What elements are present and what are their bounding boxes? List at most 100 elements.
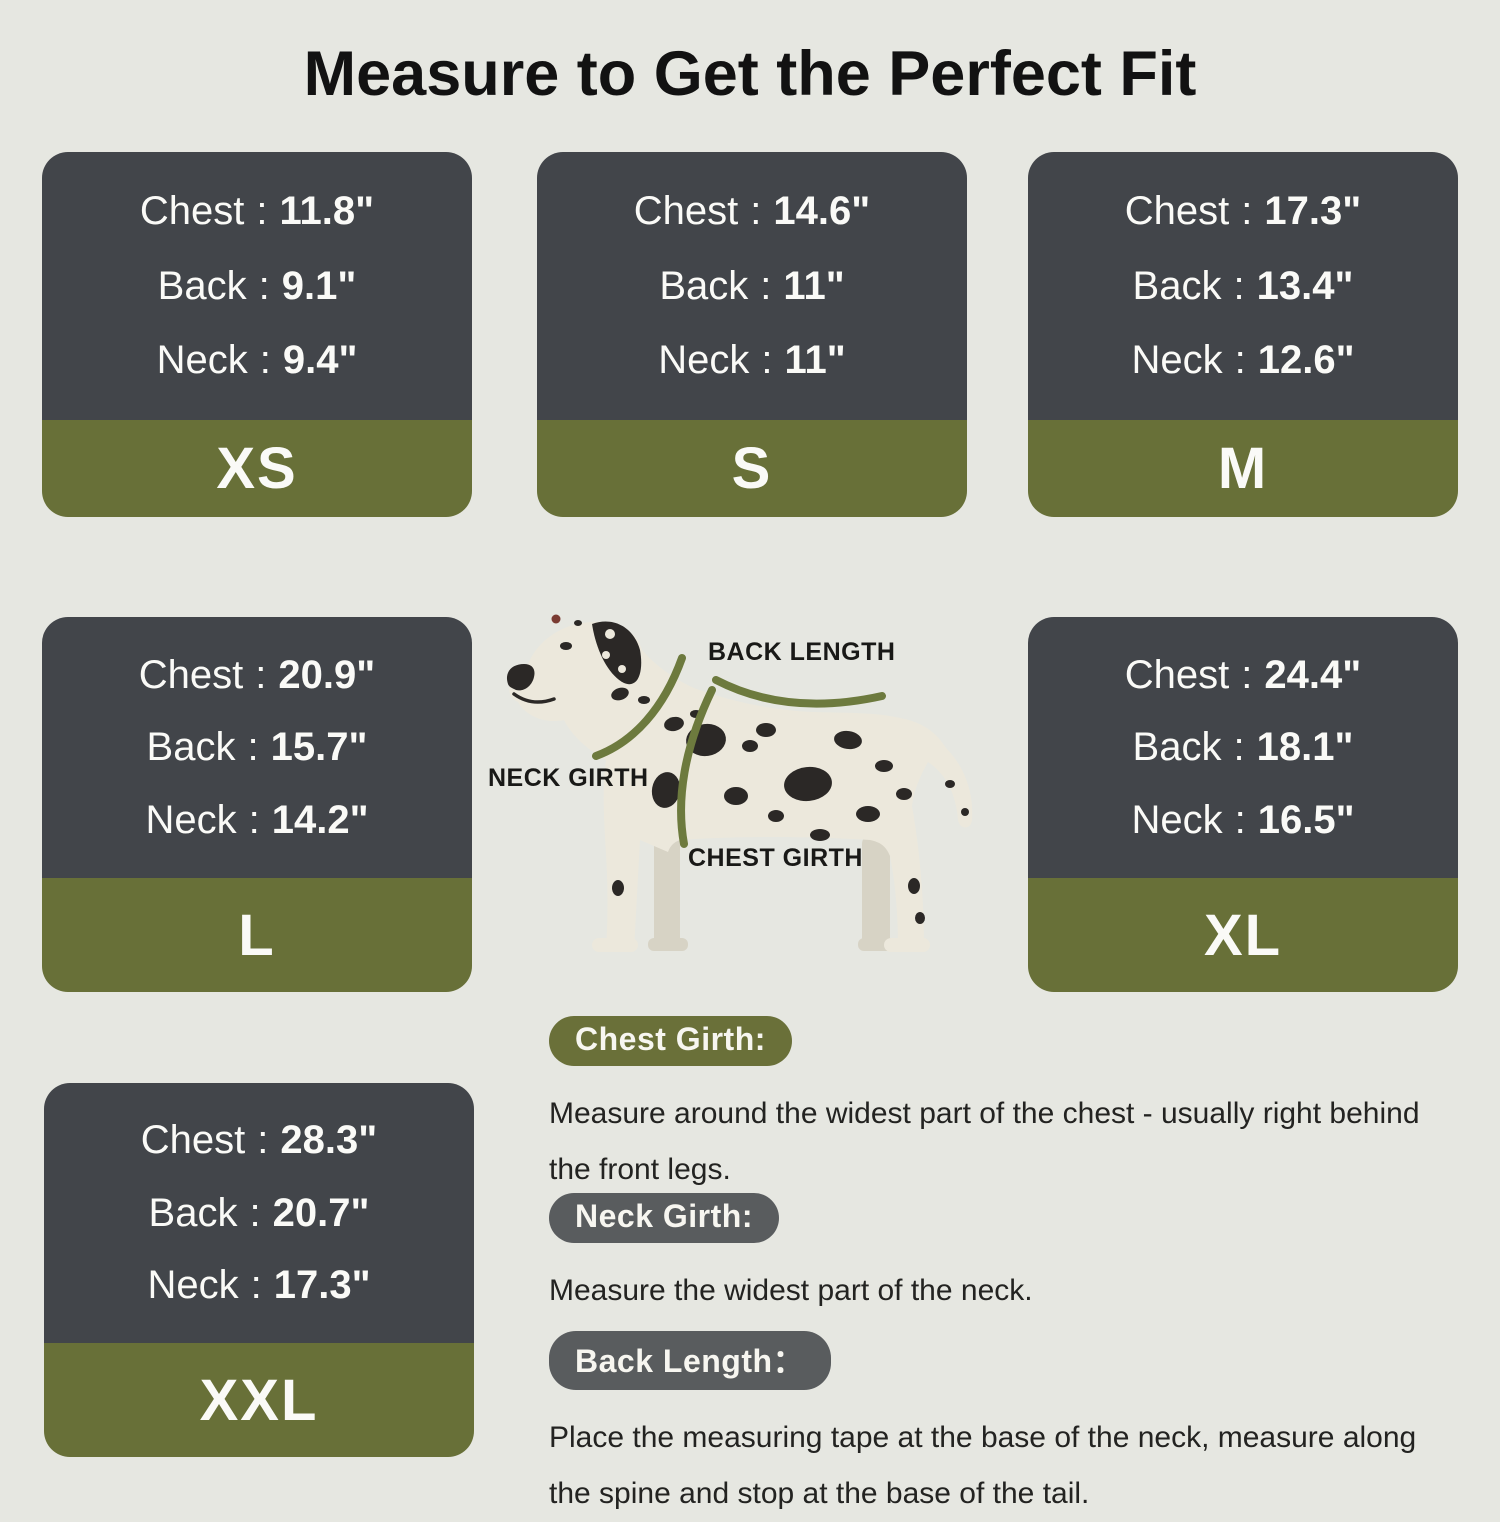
guide-section-chest-girth: Chest Girth: Measure around the widest p… [549,1016,1470,1198]
size-label: S [731,436,773,501]
measurement-back: Back:9.1" [158,264,357,309]
dog-measurement-diagram: BACK LENGTH NECK GIRTH CHEST GIRTH [468,588,1012,1020]
measurement-neck: Neck:16.5" [1131,798,1354,843]
measurement-label: Neck [1131,797,1223,842]
neck-girth-heading: Neck Girth: [549,1193,779,1243]
size-card-xs: Chest:11.8" Back:9.1" Neck:9.4" XS [42,152,472,517]
back-length-arc [712,676,886,708]
measurement-separator: : [750,189,762,234]
measurement-value: 20.9" [278,652,376,697]
measurement-value: 11" [784,337,846,382]
neck-girth-label: NECK GIRTH [488,764,649,792]
measurement-separator: : [1234,337,1246,382]
dog-paws [592,938,930,952]
measurement-separator: : [259,337,271,382]
dog-nose [506,664,535,691]
size-card-xl-measurements: Chest:24.4" Back:18.1" Neck:16.5" [1028,617,1458,878]
measurement-separator: : [250,1262,262,1307]
measurement-value: 12.6" [1257,337,1355,382]
measurement-back: Back:13.4" [1133,264,1354,309]
dog-ear [592,621,642,685]
size-label-band: XL [1028,878,1458,992]
chest-girth-heading: Chest Girth: [549,1016,792,1066]
back-length-heading: Back Length： [549,1331,832,1390]
measurement-separator: : [257,1118,269,1163]
measurement-separator: : [248,797,260,842]
measurement-chest: Chest:17.3" [1125,189,1361,234]
measurement-chest: Chest:11.8" [140,189,374,234]
measurement-value: 28.3" [280,1118,378,1163]
measurement-chest: Chest:14.6" [634,189,870,234]
measurement-chest: Chest:20.9" [139,653,375,698]
measurement-label: Neck [658,337,750,382]
size-label-band: M [1028,420,1458,517]
measurement-label: Back [659,263,749,308]
measurement-value: 20.7" [272,1190,370,1235]
measurement-separator: : [1234,797,1246,842]
measurement-chest: Chest:28.3" [141,1118,377,1163]
measurement-value: 11.8" [279,189,375,234]
size-label-band: XXL [44,1343,474,1457]
chest-girth-arc [677,686,716,848]
measurement-value: 14.2" [271,797,369,842]
size-card-xs-measurements: Chest:11.8" Back:9.1" Neck:9.4" [42,152,472,420]
back-length-label: BACK LENGTH [708,638,895,666]
measurement-separator: : [1241,189,1253,234]
size-card-xxl: Chest:28.3" Back:20.7" Neck:17.3" XXL [44,1083,474,1457]
size-card-m: Chest:17.3" Back:13.4" Neck:12.6" M [1028,152,1458,517]
neck-girth-description: Measure the widest part of the neck. [549,1274,1033,1307]
measurement-label: Neck [1131,337,1223,382]
size-label: M [1217,436,1269,501]
dog-mouth [512,692,556,704]
measurement-separator: : [256,189,268,234]
size-label: L [238,902,276,968]
measurement-separator: : [761,337,773,382]
measurement-arcs [592,654,886,848]
measurement-label: Back [146,725,236,769]
measurement-label: Chest [138,652,244,697]
measurement-label: Neck [145,797,237,842]
size-card-xxl-measurements: Chest:28.3" Back:20.7" Neck:17.3" [44,1083,474,1343]
diagram-labels: BACK LENGTH NECK GIRTH CHEST GIRTH [488,638,895,872]
measurement-value: 14.6" [773,189,871,234]
measurement-separator: : [1241,652,1253,697]
measurement-label: Back [148,1190,238,1235]
back-length-description: Place the measuring tape at the base of … [549,1421,1417,1510]
size-card-l: Chest:20.9" Back:15.7" Neck:14.2" L [42,617,472,992]
measurement-neck: Neck:17.3" [147,1263,370,1308]
dog-spots [560,620,969,924]
measurement-separator: : [1233,263,1245,308]
measurement-back: Back:15.7" [147,725,368,770]
size-card-s-measurements: Chest:14.6" Back:11" Neck:11" [537,152,967,420]
dalmatian-dog-illustration: BACK LENGTH NECK GIRTH CHEST GIRTH [488,614,973,952]
measurement-label: Back [157,263,247,308]
measurement-neck: Neck:11" [658,338,846,383]
measurement-separator: : [760,263,772,308]
chest-girth-description: Measure around the widest part of the ch… [549,1097,1420,1186]
measurement-separator: : [258,263,270,308]
size-card-s: Chest:14.6" Back:11" Neck:11" S [537,152,967,517]
measurement-label: Back [1132,725,1222,769]
size-label-band: L [42,878,472,992]
measurement-value: 11" [783,263,845,308]
measurement-neck: Neck:14.2" [145,798,368,843]
measurement-value: 18.1" [1256,725,1354,769]
measurement-value: 9.4" [282,337,358,382]
page-title: Measure to Get the Perfect Fit [303,39,1197,109]
measurement-value: 17.3" [273,1262,371,1307]
measurement-value: 9.1" [281,263,357,308]
size-label: XS [216,436,298,501]
size-card-l-measurements: Chest:20.9" Back:15.7" Neck:14.2" [42,617,472,878]
measurement-value: 24.4" [1264,652,1362,697]
guide-section-back-length: Back Length： Place the measuring tape at… [549,1331,1470,1522]
size-card-xl: Chest:24.4" Back:18.1" Neck:16.5" XL [1028,617,1458,992]
measurement-label: Chest [139,189,245,234]
measurement-label: Chest [1124,189,1230,234]
measurement-label: Chest [140,1118,246,1163]
dog-head-dot [551,614,561,624]
measurement-label: Neck [156,337,248,382]
size-label: XXL [199,1367,319,1433]
measurement-value: 15.7" [270,725,368,769]
measurement-label: Neck [147,1262,239,1307]
